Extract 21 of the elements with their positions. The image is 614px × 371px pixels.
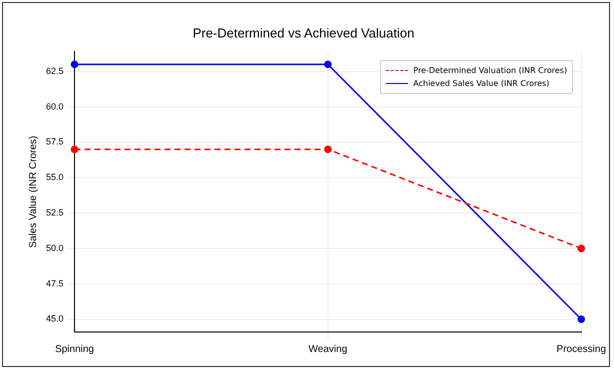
chart-title: Pre-Determined vs Achieved Valuation xyxy=(192,25,414,40)
legend-label: Achieved Sales Value (INR Crores) xyxy=(413,78,550,90)
y-tick-label: 52.5 xyxy=(46,208,64,218)
legend-label: Pre-Determined Valuation (INR Crores) xyxy=(413,64,568,77)
y-tick-label: 55.0 xyxy=(46,172,64,182)
x-tick-label: Processing xyxy=(556,344,606,355)
point xyxy=(70,146,78,154)
y-tick-label: 60.0 xyxy=(46,101,64,112)
point xyxy=(324,60,332,68)
y-tick-label: 62.5 xyxy=(46,66,64,76)
point xyxy=(324,146,332,154)
y-tick-label: 47.5 xyxy=(46,278,64,288)
point xyxy=(578,316,586,324)
point xyxy=(578,244,586,252)
y-tick-label: 50.0 xyxy=(46,242,64,253)
x-tick-label: Weaving xyxy=(308,344,348,355)
y-tick-label: 57.5 xyxy=(46,136,64,147)
point xyxy=(70,60,78,68)
x-tick-label: Spinning xyxy=(55,344,94,355)
y-tick-label: 45.0 xyxy=(46,314,64,324)
y-axis-title: Sales Value (INR Crores) xyxy=(28,136,39,248)
